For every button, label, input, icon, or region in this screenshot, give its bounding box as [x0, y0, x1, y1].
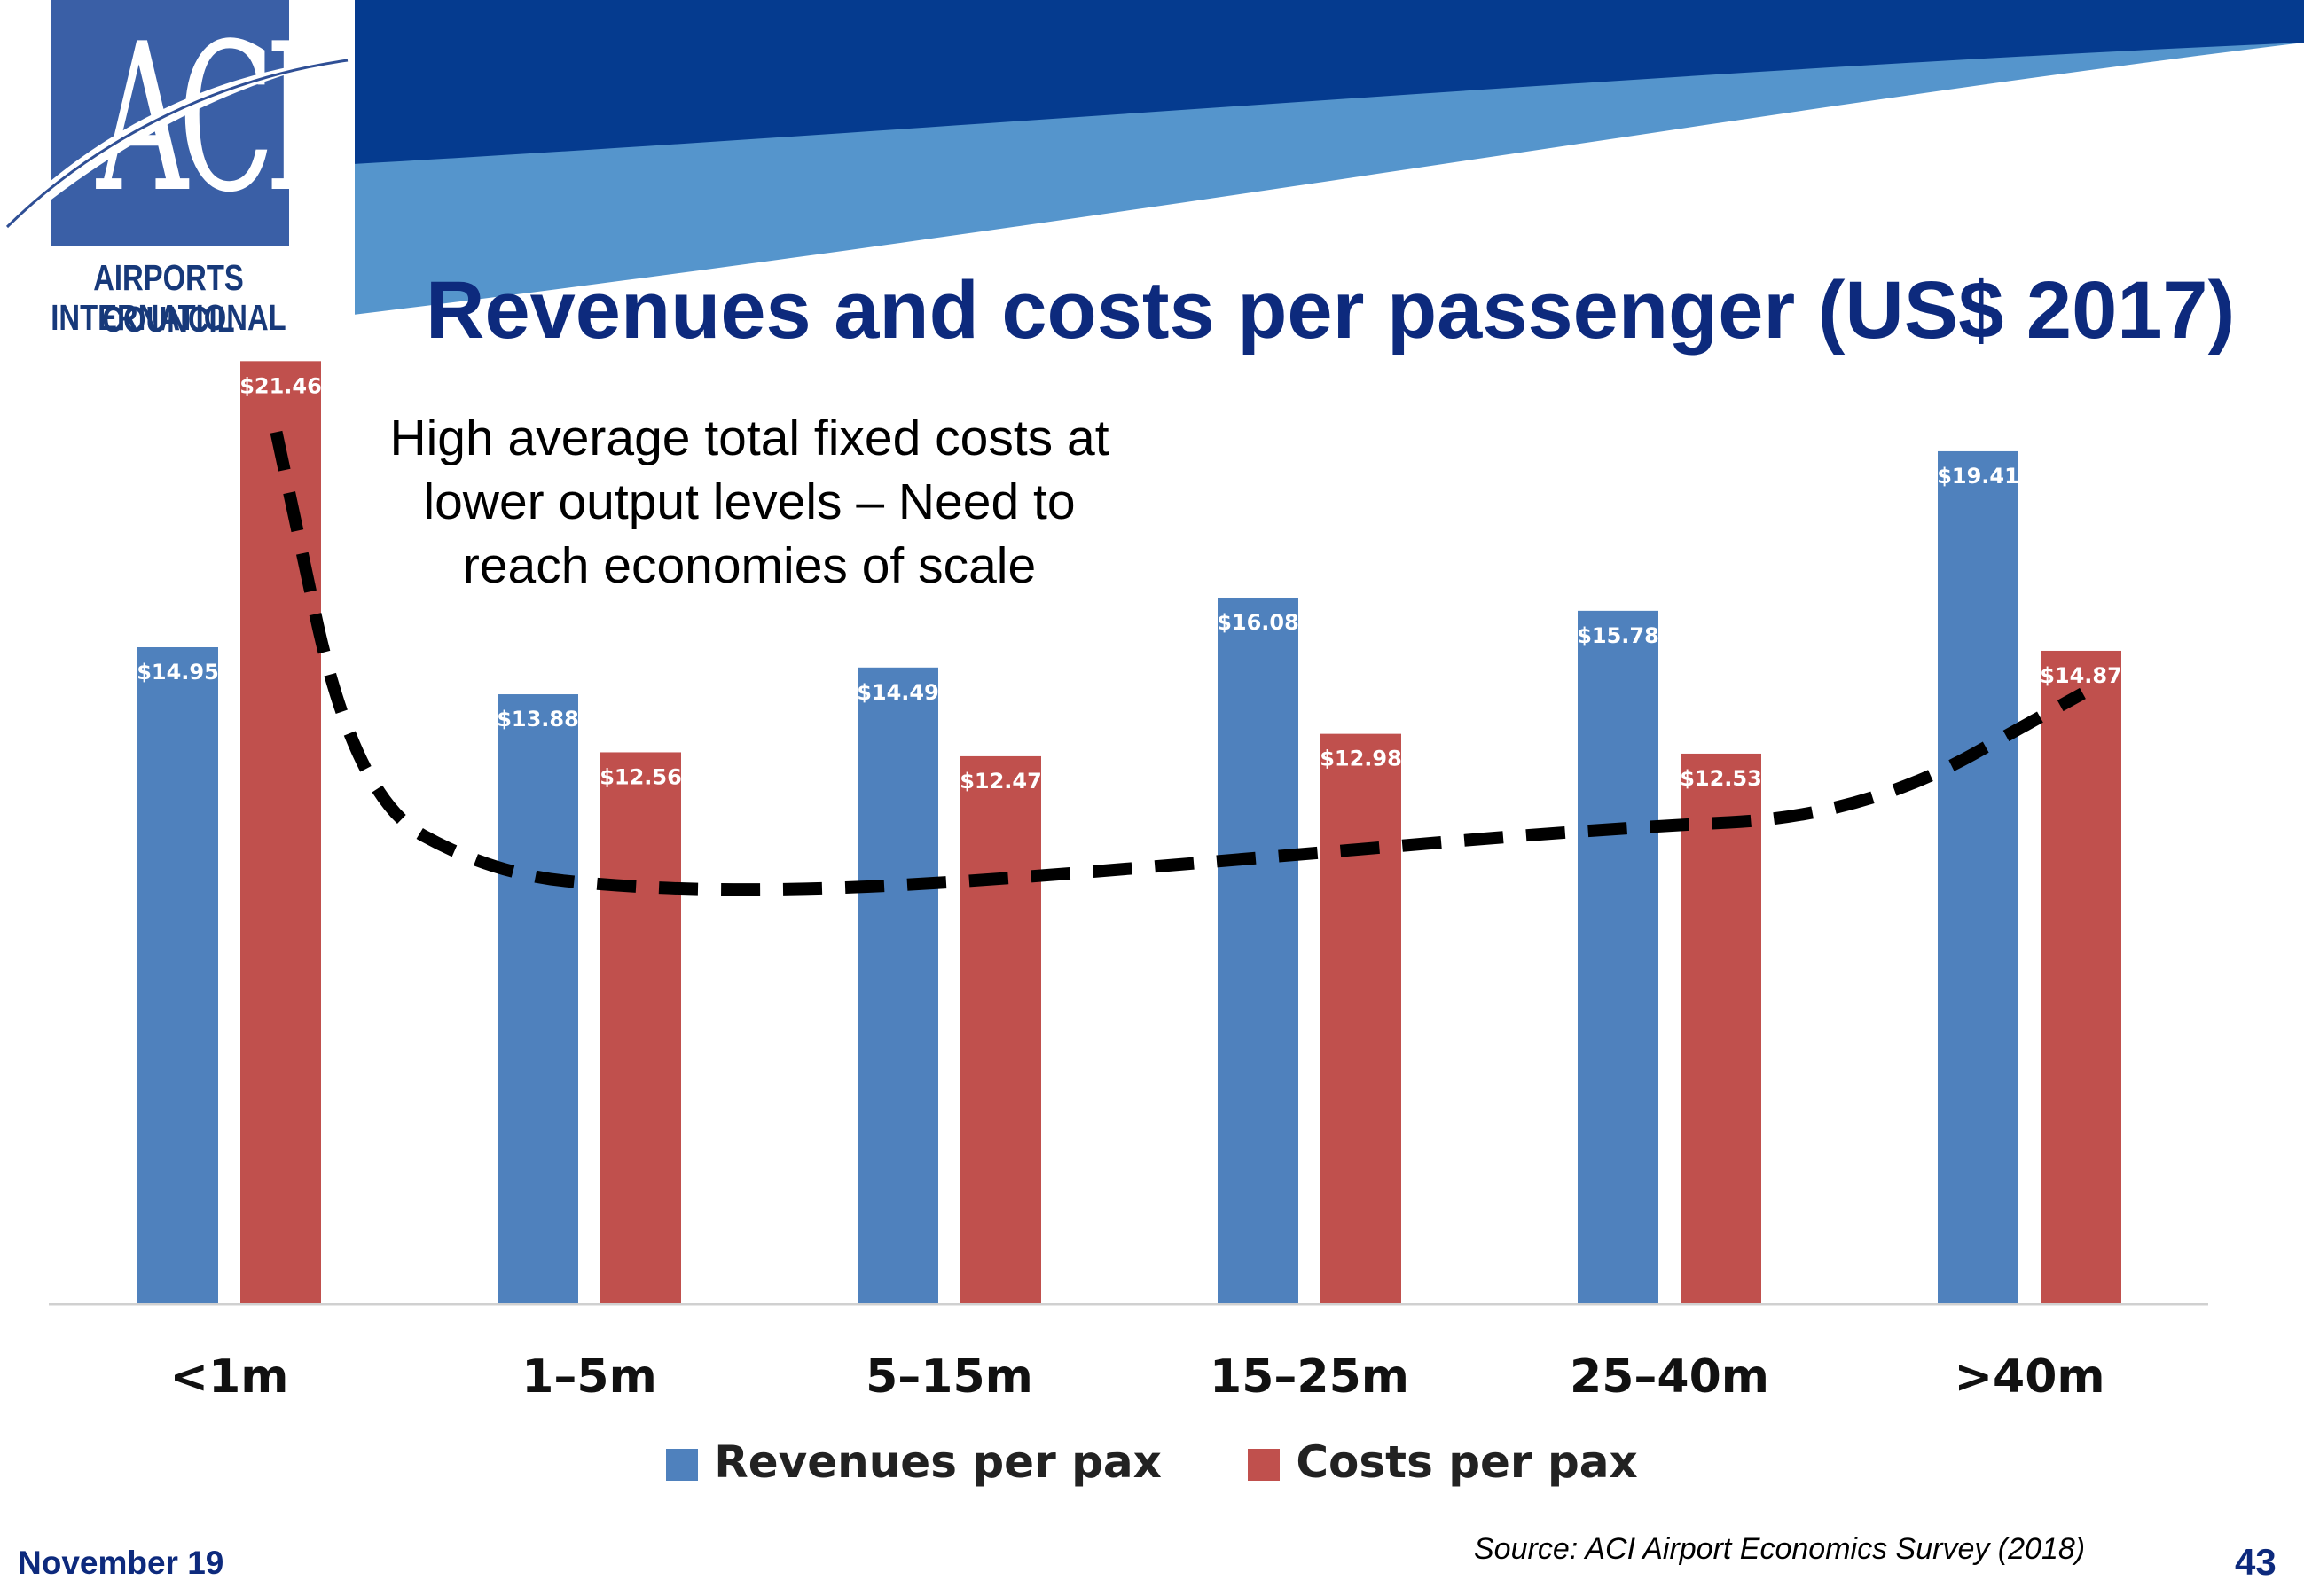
- banner-dark-band: [353, 0, 2304, 164]
- cost-bar-4: [1681, 753, 1761, 1304]
- revenue-label-1: $13.88: [497, 707, 579, 732]
- cost-label-1: $12.56: [600, 764, 682, 789]
- logo-org-line2: INTERNATIONAL: [51, 297, 286, 338]
- revenue-bar-5: [1938, 450, 2018, 1305]
- chart-annotation: High average total fixed costs at lower …: [328, 406, 1171, 598]
- logo-org-line1: AIRPORTS COUNCIL: [93, 257, 244, 340]
- x-tick-label-2: 5–15m: [866, 1350, 1033, 1404]
- aci-logo-box: ACI: [51, 0, 289, 246]
- slide-title: Revenues and costs per passenger (US$ 20…: [426, 265, 2236, 356]
- cost-bar-0: [240, 361, 321, 1304]
- cost-label-2: $12.47: [960, 769, 1042, 794]
- revenue-bar-0: [137, 647, 218, 1304]
- footer-date: November 19: [18, 1545, 224, 1581]
- revenue-label-3: $16.08: [1217, 610, 1299, 635]
- annotation-line-2: lower output levels – Need to: [423, 473, 1076, 530]
- aci-logo: ACI AIRPORTS COUNCIL INTERNATIONAL: [0, 0, 355, 346]
- revenue-label-2: $14.49: [857, 680, 939, 705]
- legend-label-revenues: Revenues per pax: [714, 1436, 1162, 1488]
- footer-source: Source: ACI Airport Economics Survey (20…: [1474, 1532, 2086, 1566]
- x-tick-label-3: 15–25m: [1210, 1350, 1409, 1404]
- x-tick-label-1: 1–5m: [521, 1350, 657, 1404]
- legend-item-revenues: Revenues per pax: [666, 1436, 1162, 1488]
- cost-label-0: $21.46: [239, 373, 322, 398]
- x-tick-label-0: <1m: [170, 1350, 289, 1404]
- revenue-label-5: $19.41: [1937, 464, 2019, 489]
- cost-label-4: $12.53: [1680, 766, 1762, 791]
- cost-bar-2: [960, 755, 1041, 1304]
- header-banner: [353, 0, 2304, 315]
- chart-legend: Revenues per pax Costs per pax: [0, 1436, 2304, 1488]
- revenue-bar-3: [1218, 597, 1298, 1304]
- revenue-bar-2: [858, 667, 938, 1304]
- cost-label-3: $12.98: [1320, 747, 1402, 771]
- legend-label-costs: Costs per pax: [1296, 1436, 1638, 1488]
- x-tick-label-5: >40m: [1954, 1350, 2104, 1404]
- cost-bar-3: [1320, 733, 1401, 1304]
- revenue-label-0: $14.95: [137, 660, 219, 685]
- annotation-line-1: High average total fixed costs at: [389, 410, 1109, 466]
- cost-bar-5: [2041, 650, 2121, 1304]
- legend-swatch-costs: [1248, 1449, 1281, 1481]
- revenue-bar-1: [498, 694, 578, 1304]
- cost-bar-1: [600, 752, 681, 1304]
- legend-item-costs: Costs per pax: [1248, 1436, 1638, 1488]
- logo-swoosh: [0, 59, 349, 232]
- cost-label-5: $14.87: [2040, 663, 2122, 688]
- annotation-line-3: reach economies of scale: [462, 537, 1037, 594]
- revenue-bar-4: [1578, 610, 1658, 1304]
- trend-dashed-line: [270, 430, 2086, 896]
- page-number: 43: [2235, 1541, 2277, 1583]
- revenue-label-4: $15.78: [1577, 623, 1659, 648]
- legend-swatch-revenues: [666, 1449, 699, 1481]
- x-tick-label-4: 25–40m: [1570, 1350, 1769, 1404]
